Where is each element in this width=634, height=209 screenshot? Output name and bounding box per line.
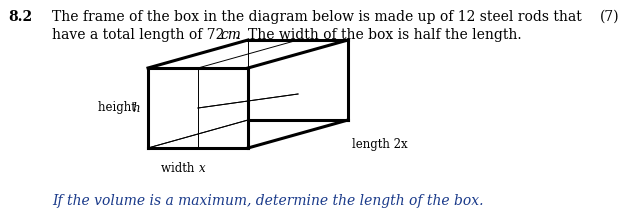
Text: cm: cm bbox=[220, 28, 241, 42]
Text: h: h bbox=[133, 102, 141, 115]
Text: x: x bbox=[199, 162, 205, 175]
Text: height: height bbox=[98, 102, 140, 115]
Text: (7): (7) bbox=[600, 10, 619, 24]
Text: have a total length of 72: have a total length of 72 bbox=[52, 28, 229, 42]
Text: 8.2: 8.2 bbox=[8, 10, 32, 24]
Text: If the volume is a maximum, determine the length of the box.: If the volume is a maximum, determine th… bbox=[52, 194, 484, 208]
Text: .  The width of the box is half the length.: . The width of the box is half the lengt… bbox=[235, 28, 522, 42]
Text: length 2x: length 2x bbox=[352, 138, 408, 151]
Text: width: width bbox=[161, 162, 198, 175]
Text: The frame of the box in the diagram below is made up of 12 steel rods that: The frame of the box in the diagram belo… bbox=[52, 10, 582, 24]
